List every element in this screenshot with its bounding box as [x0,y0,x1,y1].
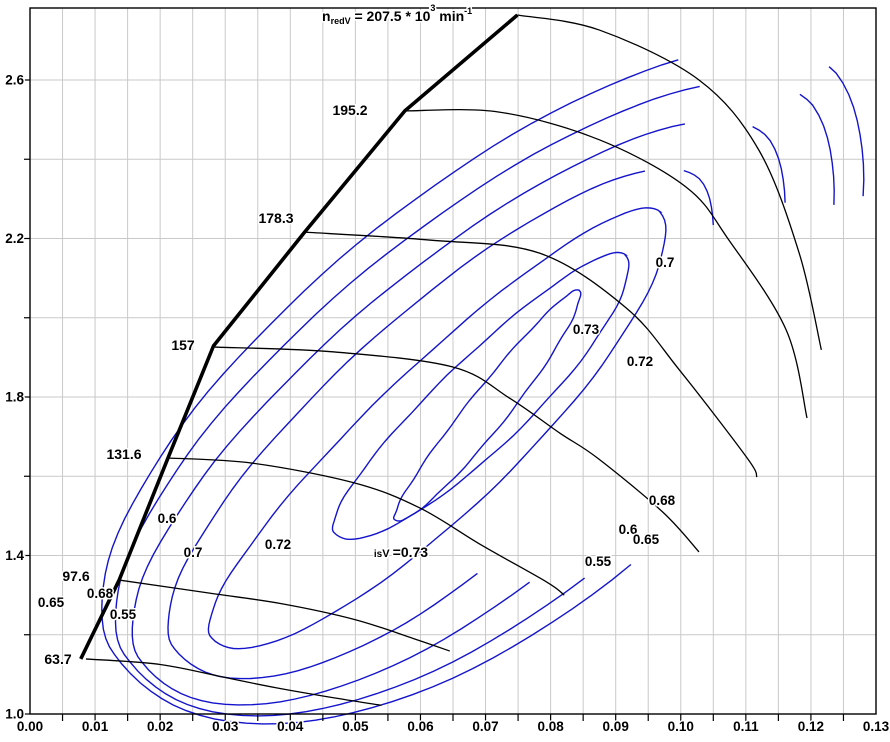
speed-line-97.6 [119,579,450,652]
speed-line-157 [214,346,700,553]
speed-line-178.3 [304,231,758,478]
efficiency-label: 0.68 [649,493,676,508]
y-axis-label: 2.6 [5,72,24,87]
x-axis-label: 0.12 [798,719,824,734]
efficiency-label: 0.68 [87,586,114,601]
y-axis-label: 1.0 [5,707,24,722]
efficiency-contour-0.55 [101,59,679,725]
speed-line-131.6 [167,457,565,596]
speed-line-label: 131.6 [106,446,141,462]
efficiency-contour-0.68 [683,169,714,226]
x-axis-label: 0.04 [277,719,304,734]
efficiency-label: 0.55 [110,607,137,622]
x-axis-label: 0.00 [17,719,43,734]
x-axis-label: 0.06 [407,719,434,734]
efficiency-label: 0.73 [573,322,600,337]
x-axis-label: 0.01 [82,719,109,734]
x-axis-label: 0.08 [537,719,564,734]
efficiency-optimum-label: isV =0.73 [374,544,428,560]
speed-line-195.2 [404,109,808,419]
efficiency-contour-0.73 [392,289,582,522]
efficiency-contour-0.68 [167,170,646,680]
efficiency-label: 0.7 [656,255,675,270]
x-axis-label: 0.07 [472,719,498,734]
x-axis-label: 0.11 [733,719,759,734]
speed-line-207.5 [517,14,822,350]
efficiency-label: 0.6 [619,522,638,537]
efficiency-label: 0.7 [184,545,203,560]
efficiency-label: 0.6 [158,511,177,526]
y-axis-label: 2.2 [5,231,24,246]
efficiency-contour-0.6 [799,93,835,205]
x-axis-label: 0.10 [668,719,694,734]
speed-line-label: 195.2 [332,102,367,118]
efficiency-contour-0.65 [131,123,686,706]
speed-line-label: 157 [171,337,195,353]
surge-line [79,13,519,660]
x-axis-label: 0.05 [342,719,369,734]
efficiency-label: 0.65 [633,532,660,547]
efficiency-label: 0.55 [585,554,612,569]
chart-title: nredV = 207.5 * 103 min-1 [322,3,472,26]
speed-line-63.7 [85,658,382,706]
efficiency-contour-0.72 [331,251,630,540]
y-axis-label: 1.8 [5,389,24,404]
speed-line-label: 63.7 [44,651,71,667]
y-axis-label: 1.4 [5,548,24,563]
x-axis-label: 0.09 [603,719,629,734]
x-axis-label: 0.03 [212,719,239,734]
x-axis-label: 0.02 [147,719,173,734]
efficiency-label: 0.72 [265,537,291,552]
efficiency-contour-0.7 [207,207,667,650]
speed-line-label: 178.3 [258,210,293,226]
efficiency-label: 0.72 [627,354,653,369]
speed-line-label: 97.6 [62,568,89,584]
x-axis-label: 0.13 [863,719,890,734]
efficiency-contour-0.65 [752,125,786,203]
efficiency-label: 0.65 [38,595,65,610]
efficiency-contour-0.55 [828,66,865,197]
